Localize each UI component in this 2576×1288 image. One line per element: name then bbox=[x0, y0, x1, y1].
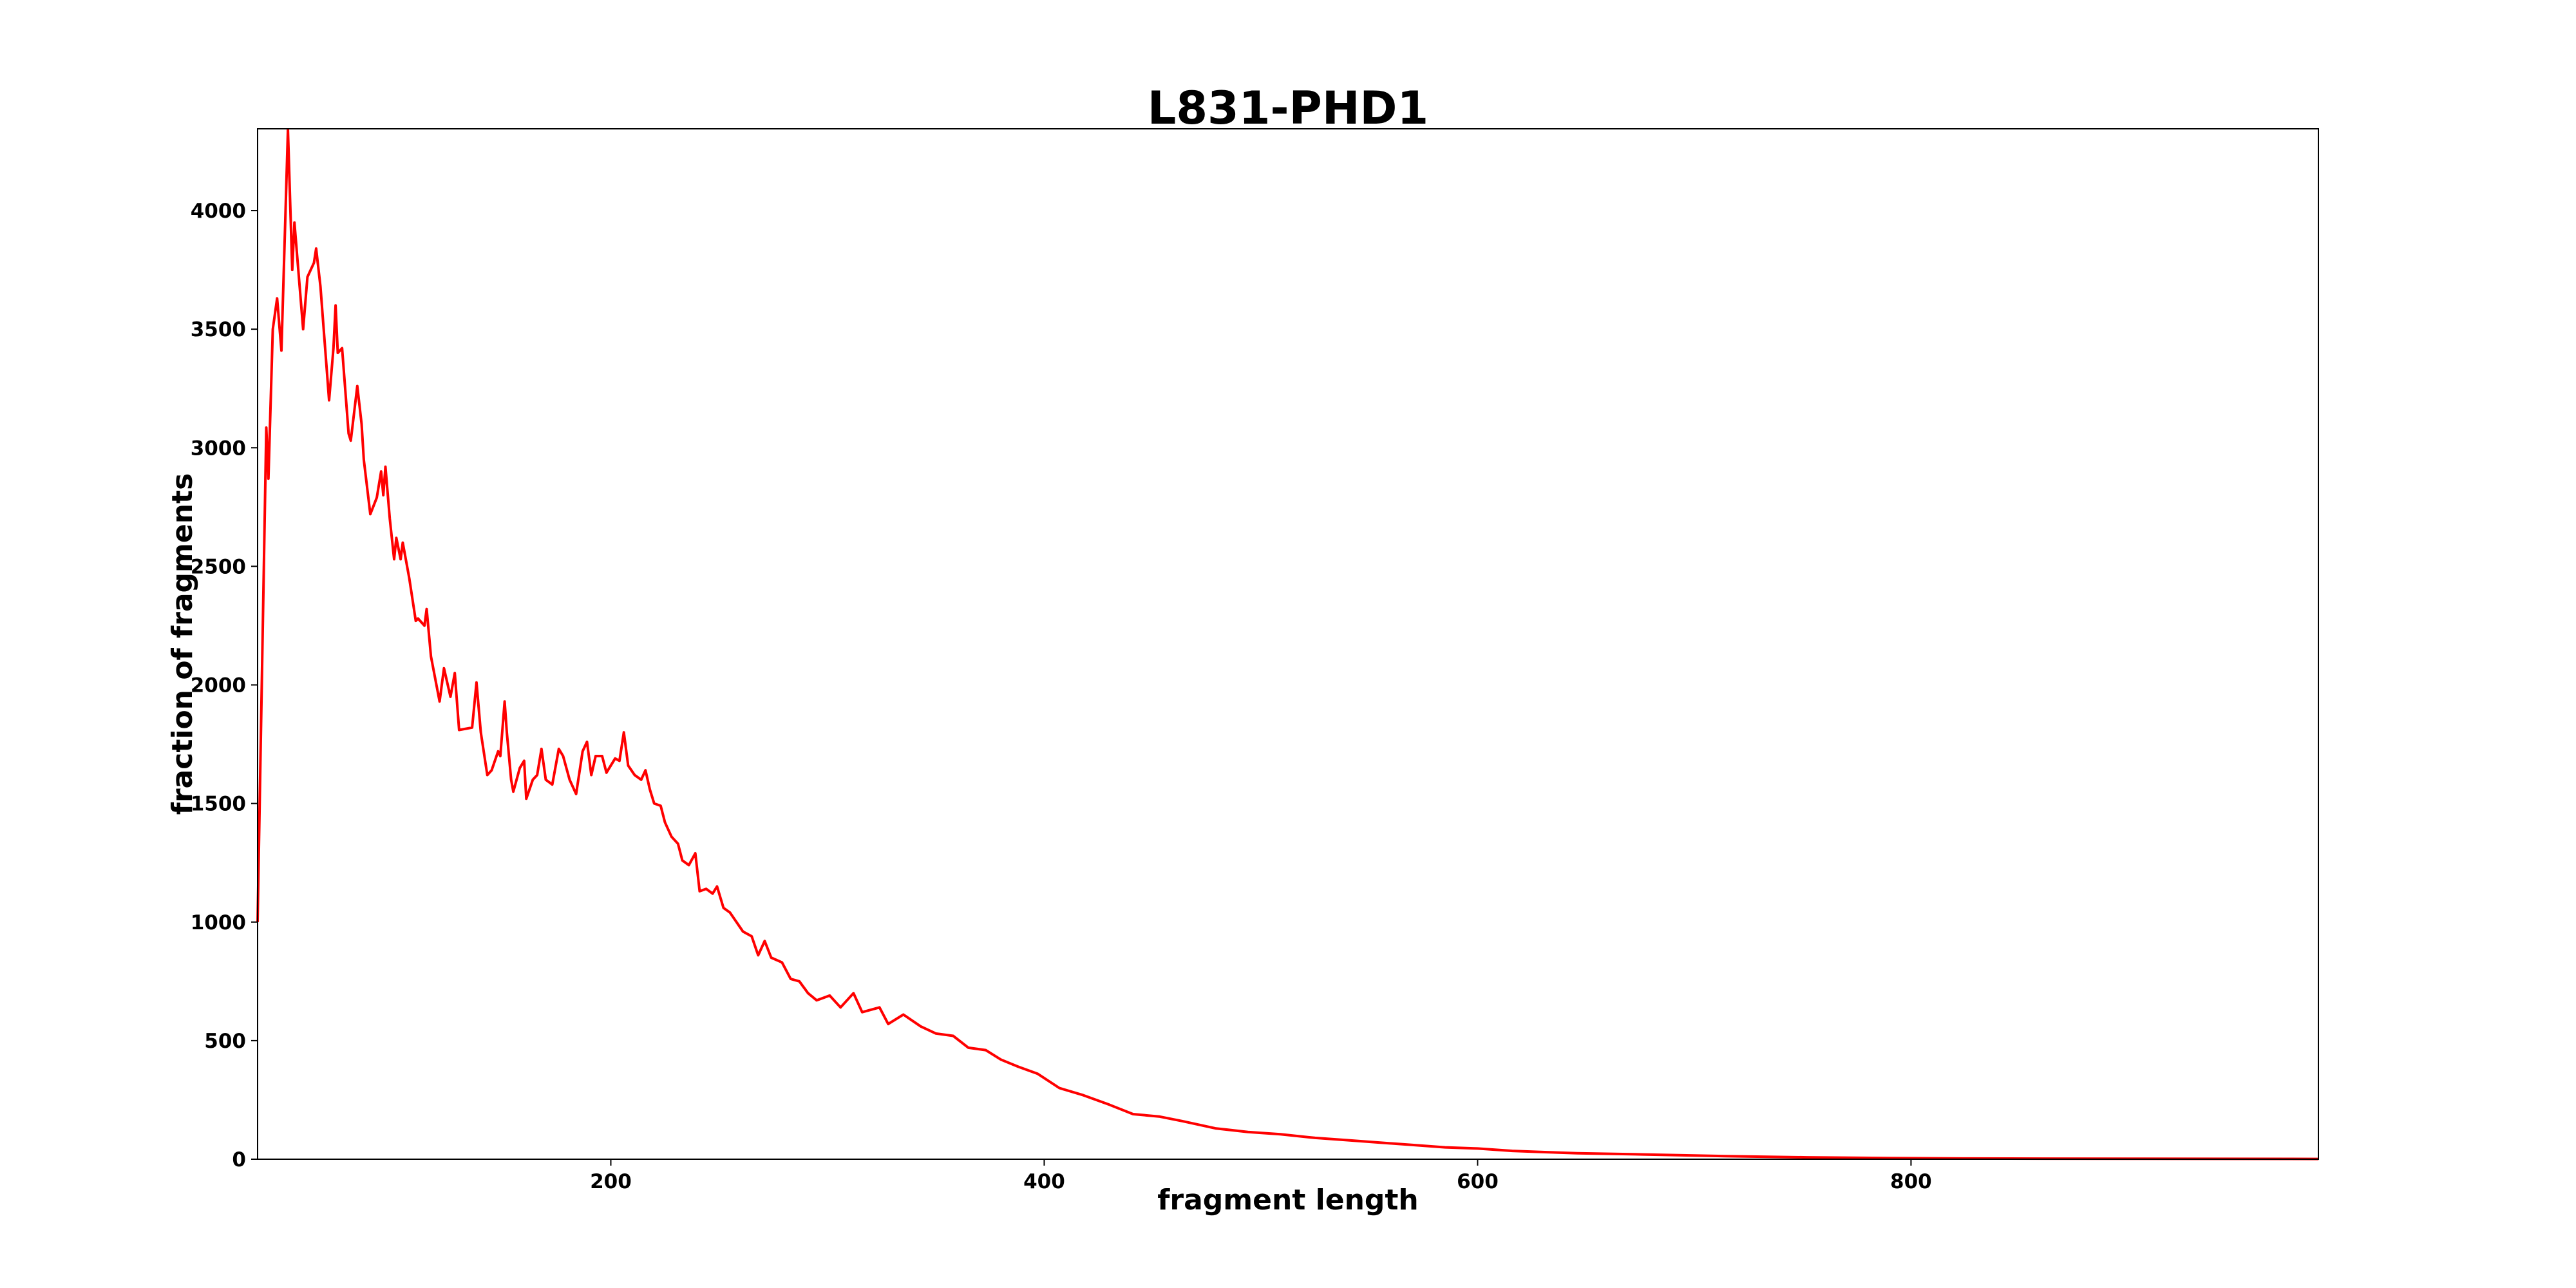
x-tick-label: 400 bbox=[1023, 1170, 1065, 1193]
plot-area bbox=[256, 128, 2319, 1160]
y-tick-label: 1000 bbox=[191, 911, 246, 934]
x-tick-label: 800 bbox=[1890, 1170, 1932, 1193]
chart-title: L831-PHD1 bbox=[1148, 82, 1428, 135]
x-tick-label: 600 bbox=[1457, 1170, 1499, 1193]
y-tick-label: 500 bbox=[204, 1030, 246, 1053]
y-tick-label: 2500 bbox=[191, 555, 246, 578]
y-axis: 0 500 1000 1500 2000 2500 3000 3500 4000 bbox=[191, 200, 258, 1171]
x-axis-label: fragment length bbox=[1157, 1184, 1419, 1217]
y-axis-label: fraction of fragments bbox=[166, 473, 199, 815]
y-tick-label: 4000 bbox=[191, 200, 246, 223]
y-tick-label: 0 bbox=[232, 1148, 246, 1171]
y-tick-label: 3500 bbox=[191, 318, 246, 341]
x-tick-label: 200 bbox=[590, 1170, 632, 1193]
y-tick-label: 2000 bbox=[191, 674, 246, 697]
y-tick-label: 1500 bbox=[191, 793, 246, 816]
series-line-0 bbox=[256, 128, 2319, 1160]
y-tick-label: 3000 bbox=[191, 437, 246, 460]
x-axis: 200 400 600 800 bbox=[590, 1159, 1932, 1193]
axes-frame bbox=[257, 128, 2319, 1160]
